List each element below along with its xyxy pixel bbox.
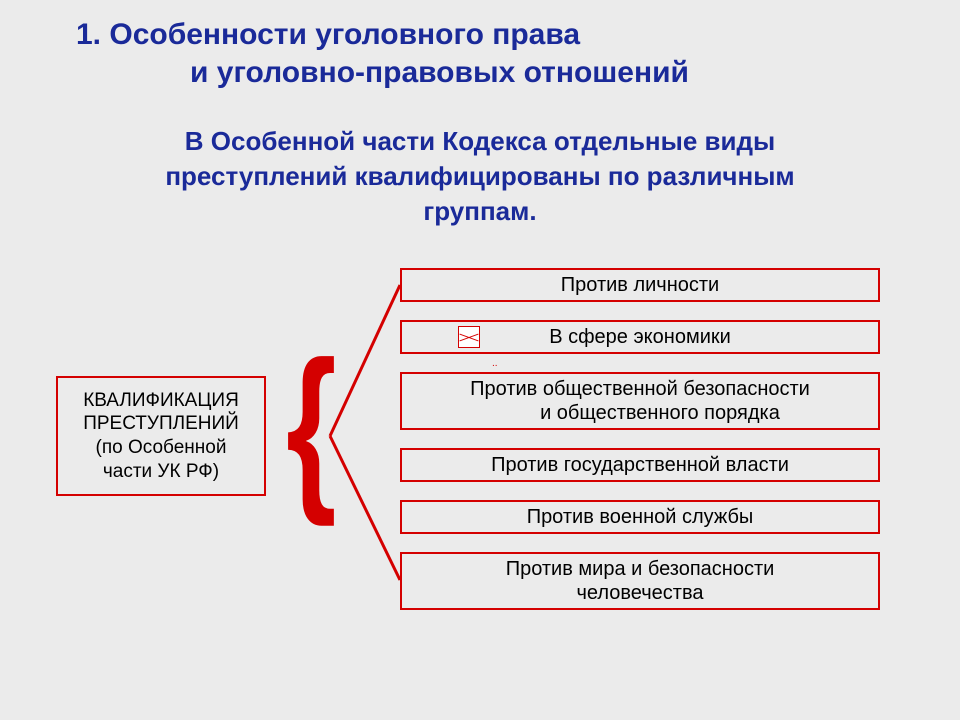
category-box-6: Против мира и безопасности человечества — [400, 552, 880, 610]
subtitle-line3: группам. — [423, 196, 536, 226]
category-box-1: Против личности — [400, 268, 880, 302]
stray-mark: .. — [492, 358, 498, 369]
category-box-5: Против военной службы — [400, 500, 880, 534]
qualification-source-box: КВАЛИФИКАЦИЯ ПРЕСТУПЛЕНИЙ (по Особенной … — [56, 376, 266, 496]
slide-subtitle: В Особенной части Кодекса отдельные виды… — [80, 124, 880, 229]
category-text-3: Против общественной безопасности и общес… — [470, 377, 810, 425]
left-box-text: КВАЛИФИКАЦИЯ ПРЕСТУПЛЕНИЙ (по Особенной … — [83, 389, 239, 484]
category-text-4: Против государственной власти — [491, 454, 789, 477]
category-box-3: Против общественной безопасности и общес… — [400, 372, 880, 430]
category-box-4: Против государственной власти — [400, 448, 880, 482]
category-text-2: В сфере экономики — [549, 326, 731, 349]
subtitle-line1: В Особенной части Кодекса отдельные виды — [185, 126, 775, 156]
slide-title-line1: 1. Особенности уголовного права — [76, 18, 580, 52]
slide-title-line2: и уголовно-правовых отношений — [190, 56, 689, 90]
category-text-5: Против военной службы — [527, 506, 754, 529]
category-text-1: Против личности — [561, 274, 719, 297]
connector-lines — [0, 0, 960, 720]
brace-icon: { — [286, 320, 337, 530]
broken-image-icon — [458, 326, 480, 348]
title-text-1: 1. Особенности уголовного права — [76, 18, 580, 51]
category-text-6: Против мира и безопасности человечества — [506, 557, 775, 605]
title-text-2: и уголовно-правовых отношений — [190, 56, 689, 89]
subtitle-line2: преступлений квалифицированы по различны… — [165, 161, 794, 191]
